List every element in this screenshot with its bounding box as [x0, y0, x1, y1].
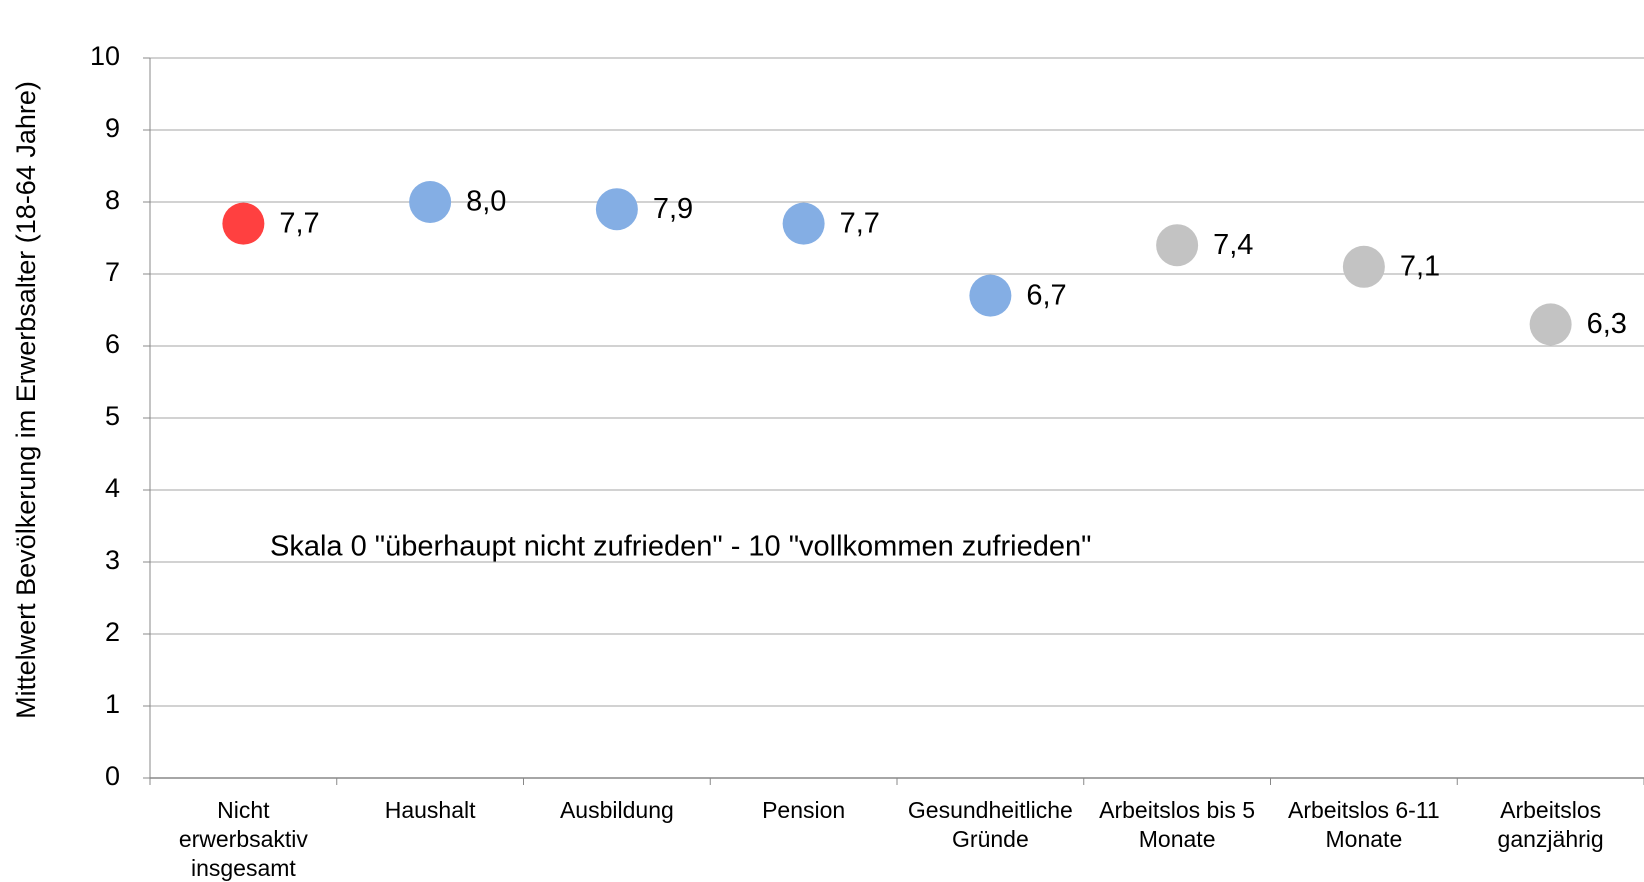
dot: [1342, 245, 1385, 288]
y-tick-label: 7: [105, 257, 120, 287]
x-tick-label: Pension: [762, 797, 846, 823]
x-tick-label: Arbeitslos ganzjährig: [1497, 797, 1604, 852]
value-label: 7,1: [1400, 250, 1440, 282]
y-tick-label: 0: [105, 761, 120, 791]
value-label: 7,4: [1213, 229, 1253, 261]
dot: [1156, 224, 1199, 267]
x-tick-label: Arbeitslos bis 5 Monate: [1099, 797, 1256, 852]
y-tick-label: 8: [105, 185, 120, 215]
value-label: 7,7: [279, 207, 319, 239]
annotation: Skala 0 "überhaupt nicht zufrieden" - 10…: [270, 531, 1091, 563]
y-tick-label: 10: [90, 41, 120, 71]
value-label: 8,0: [466, 186, 506, 218]
dot: [969, 274, 1012, 317]
value-label: 6,3: [1587, 308, 1627, 340]
dot: [222, 202, 265, 245]
dot: [409, 181, 452, 223]
x-tick-label: Arbeitslos 6-11 Monate: [1288, 797, 1440, 852]
y-tick-label: 5: [105, 401, 120, 431]
y-tick-label: 1: [105, 689, 120, 719]
y-tick-label: 9: [105, 113, 120, 143]
y-tick-label: 4: [105, 473, 120, 503]
dot: [782, 202, 825, 245]
x-tick-label: Ausbildung: [559, 797, 674, 823]
y-tick-label: 3: [105, 545, 120, 575]
dot: [595, 188, 638, 231]
y-tick-label: 6: [105, 329, 120, 359]
dot: [1529, 303, 1572, 346]
value-label: 6,7: [1026, 279, 1066, 311]
value-label: 7,9: [653, 193, 693, 225]
y-axis-label: Mittelwert Bevölkerung im Erwerbsalter (…: [11, 81, 41, 719]
x-tick-label: Nicht erwerbsaktiv insgesamt: [178, 797, 308, 881]
x-tick-label: Gesundheitliche Gründe: [907, 797, 1073, 852]
y-tick-label: 2: [105, 617, 120, 647]
x-tick-label: Haushalt: [384, 797, 476, 823]
value-label: 7,7: [840, 207, 880, 239]
